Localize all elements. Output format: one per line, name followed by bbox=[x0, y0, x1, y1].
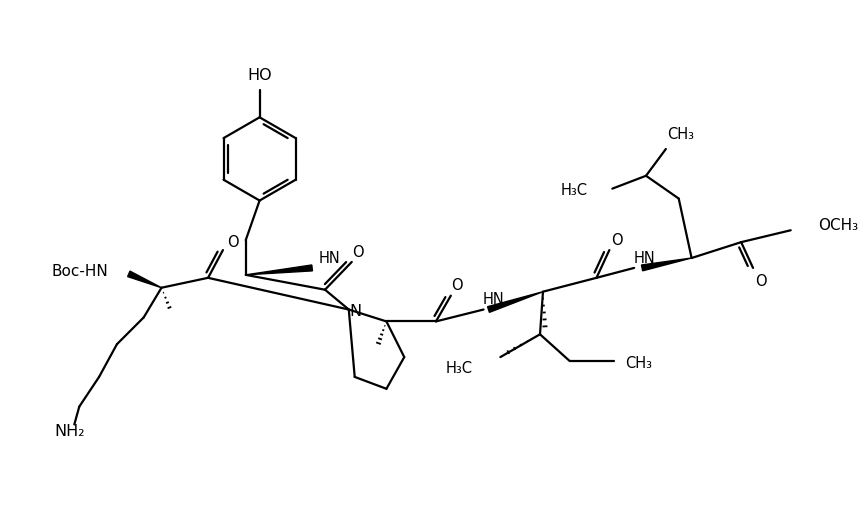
Text: O: O bbox=[612, 233, 623, 248]
Text: O: O bbox=[227, 235, 239, 250]
Text: HN: HN bbox=[483, 292, 504, 307]
Polygon shape bbox=[246, 265, 312, 275]
Polygon shape bbox=[642, 258, 692, 271]
Text: HN: HN bbox=[633, 251, 655, 266]
Text: O: O bbox=[352, 245, 363, 260]
Text: OCH₃: OCH₃ bbox=[818, 218, 859, 233]
Polygon shape bbox=[488, 292, 543, 312]
Text: H₃C: H₃C bbox=[445, 361, 472, 376]
Text: O: O bbox=[755, 275, 766, 290]
Text: O: O bbox=[451, 278, 463, 293]
Text: HO: HO bbox=[247, 68, 272, 83]
Text: H₃C: H₃C bbox=[561, 183, 587, 198]
Text: NH₂: NH₂ bbox=[54, 424, 85, 439]
Text: CH₃: CH₃ bbox=[625, 356, 652, 371]
Polygon shape bbox=[128, 271, 162, 288]
Text: CH₃: CH₃ bbox=[667, 127, 695, 142]
Text: N: N bbox=[349, 304, 362, 319]
Text: HN: HN bbox=[319, 251, 341, 266]
Text: Boc-HN: Boc-HN bbox=[52, 264, 108, 279]
